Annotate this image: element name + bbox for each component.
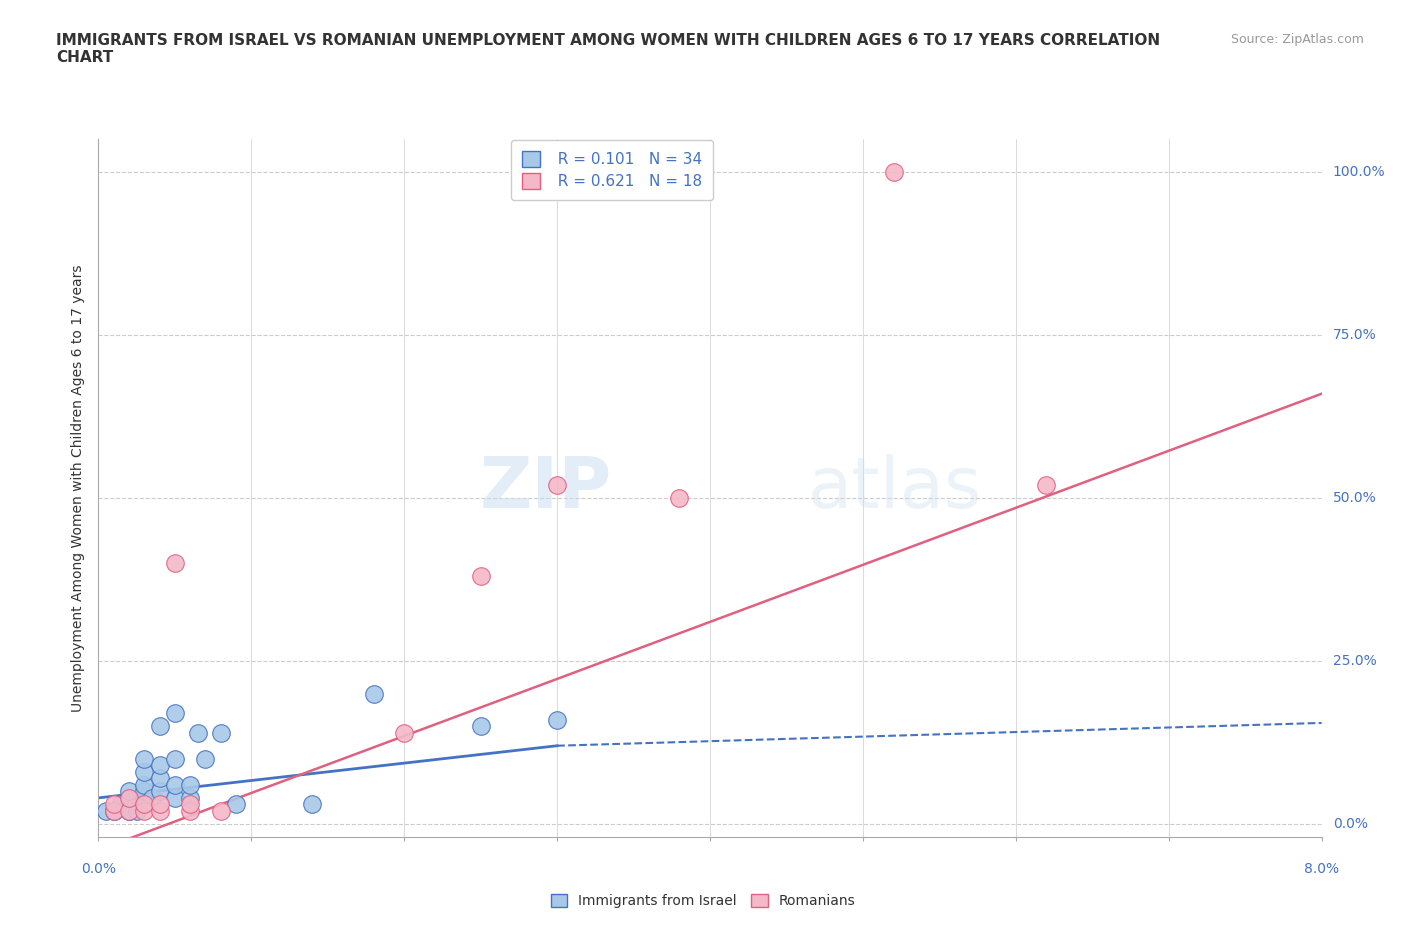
Point bbox=[194, 751, 217, 766]
Point bbox=[209, 725, 232, 740]
Text: 0.0%: 0.0% bbox=[1333, 817, 1368, 831]
Text: 0.0%: 0.0% bbox=[82, 862, 115, 876]
Point bbox=[118, 804, 141, 818]
Point bbox=[163, 777, 186, 792]
Point bbox=[118, 804, 141, 818]
Legend:   R = 0.101   N = 34,   R = 0.621   N = 18: R = 0.101 N = 34, R = 0.621 N = 18 bbox=[512, 140, 713, 200]
Point bbox=[668, 491, 690, 506]
Point bbox=[118, 784, 141, 799]
Text: Source: ZipAtlas.com: Source: ZipAtlas.com bbox=[1230, 33, 1364, 46]
Point bbox=[179, 777, 201, 792]
Text: 8.0%: 8.0% bbox=[1305, 862, 1339, 876]
Point bbox=[546, 477, 568, 492]
Point bbox=[470, 719, 492, 734]
Point bbox=[163, 556, 186, 571]
Text: 100.0%: 100.0% bbox=[1333, 166, 1385, 179]
Point bbox=[149, 784, 172, 799]
Point bbox=[149, 719, 172, 734]
Point bbox=[149, 797, 172, 812]
Text: IMMIGRANTS FROM ISRAEL VS ROMANIAN UNEMPLOYMENT AMONG WOMEN WITH CHILDREN AGES 6: IMMIGRANTS FROM ISRAEL VS ROMANIAN UNEMP… bbox=[56, 33, 1160, 65]
Point bbox=[141, 790, 163, 805]
Point bbox=[134, 797, 156, 812]
Point bbox=[118, 790, 141, 805]
Point bbox=[209, 804, 232, 818]
Point bbox=[134, 751, 156, 766]
Point bbox=[363, 686, 385, 701]
Text: 75.0%: 75.0% bbox=[1333, 328, 1376, 342]
Point bbox=[546, 712, 568, 727]
Y-axis label: Unemployment Among Women with Children Ages 6 to 17 years: Unemployment Among Women with Children A… bbox=[72, 264, 86, 712]
Point bbox=[392, 725, 416, 740]
Point bbox=[179, 797, 201, 812]
Point bbox=[179, 790, 201, 805]
Point bbox=[125, 804, 148, 818]
Text: 50.0%: 50.0% bbox=[1333, 491, 1376, 505]
Point bbox=[149, 758, 172, 773]
Point bbox=[163, 751, 186, 766]
Text: 25.0%: 25.0% bbox=[1333, 654, 1376, 668]
Point bbox=[134, 784, 156, 799]
Point bbox=[301, 797, 323, 812]
Point bbox=[225, 797, 247, 812]
Point bbox=[118, 790, 141, 805]
Point bbox=[163, 790, 186, 805]
Point bbox=[134, 804, 156, 818]
Point bbox=[149, 804, 172, 818]
Point bbox=[149, 771, 172, 786]
Text: ZIP: ZIP bbox=[479, 454, 612, 523]
Point bbox=[103, 804, 125, 818]
Legend: Immigrants from Israel, Romanians: Immigrants from Israel, Romanians bbox=[546, 889, 860, 914]
Text: atlas: atlas bbox=[808, 454, 983, 523]
Point bbox=[179, 804, 201, 818]
Point bbox=[470, 569, 492, 584]
Point bbox=[163, 706, 186, 721]
Point bbox=[110, 797, 132, 812]
Point bbox=[134, 797, 156, 812]
Point bbox=[134, 790, 156, 805]
Point bbox=[134, 777, 156, 792]
Point bbox=[187, 725, 209, 740]
Point bbox=[118, 804, 141, 818]
Point bbox=[103, 797, 125, 812]
Point bbox=[103, 804, 125, 818]
Point bbox=[1035, 477, 1057, 492]
Point bbox=[134, 764, 156, 779]
Point bbox=[103, 804, 125, 818]
Point bbox=[94, 804, 117, 818]
Point bbox=[883, 165, 905, 179]
